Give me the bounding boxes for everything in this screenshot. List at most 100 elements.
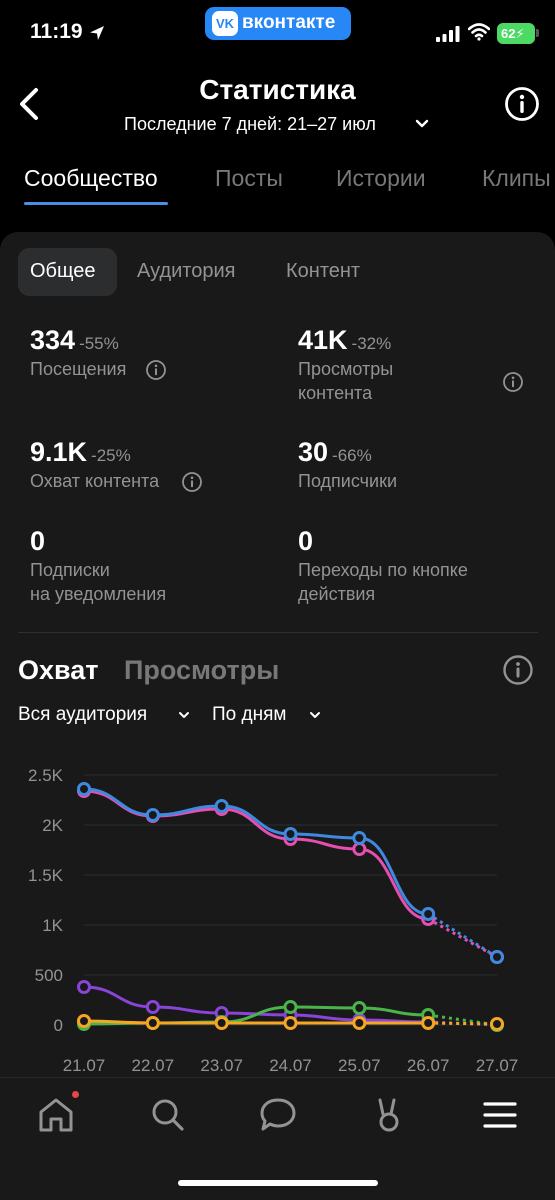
vk-banner-label: вконтакте	[242, 12, 336, 33]
series-line	[83, 787, 429, 916]
battery-level: 62	[501, 26, 516, 41]
tab-clips[interactable]: Клипы	[482, 165, 551, 191]
data-point	[421, 907, 436, 921]
data-point	[214, 1016, 229, 1030]
info-icon[interactable]	[181, 471, 203, 493]
chevron-down-icon[interactable]	[309, 710, 321, 720]
metric-label: Подписчики	[298, 471, 398, 491]
x-tick-label: 27.07	[476, 1056, 519, 1075]
vk-logo-icon: VK	[212, 11, 238, 36]
data-point	[283, 1000, 298, 1014]
tab-community[interactable]: Сообщество	[24, 165, 158, 191]
chevron-down-icon[interactable]	[415, 118, 429, 130]
info-icon[interactable]	[502, 371, 524, 393]
info-icon[interactable]	[145, 359, 167, 381]
divider	[18, 632, 538, 633]
chart-tab-reach[interactable]: Охват	[18, 655, 99, 685]
metric-subscribers: 30 -66%	[298, 437, 372, 468]
data-point	[352, 1001, 367, 1015]
vk-app-banner[interactable]: VK вконтакте	[205, 7, 351, 40]
chevron-down-icon[interactable]	[178, 710, 190, 720]
y-tick-label: 500	[35, 966, 63, 985]
y-tick-label: 0	[54, 1016, 63, 1035]
series-line-forecast	[427, 917, 498, 959]
subtab-audience[interactable]: Аудитория	[137, 260, 236, 282]
data-point	[352, 1016, 367, 1030]
metric-visits: 334 -55%	[30, 325, 119, 356]
top-tabs: Сообщество Посты Истории Клипы	[0, 165, 555, 205]
metric-content-views: 41K -32%	[298, 325, 391, 356]
x-tick-label: 24.07	[269, 1056, 312, 1075]
x-tick-label: 23.07	[200, 1056, 243, 1075]
subtab-content[interactable]: Контент	[286, 260, 361, 282]
metric-label: контента	[298, 383, 373, 403]
metric-delta: -55%	[79, 334, 119, 353]
metric-content-reach: 9.1K -25%	[30, 437, 131, 468]
reach-line-chart: 0 500 1K 1.5K 2K 2.5K 21.07 22.07 23.07 24.07 25.0…	[28, 766, 519, 1075]
x-tick-label: 26.07	[407, 1056, 450, 1075]
cellular-signal-icon	[436, 26, 460, 42]
info-icon[interactable]	[502, 654, 534, 686]
data-point	[490, 1017, 504, 1031]
data-point	[283, 827, 298, 841]
metric-label: Посещения	[30, 359, 127, 379]
messages-icon[interactable]	[258, 1095, 298, 1135]
home-icon[interactable]	[36, 1095, 76, 1135]
metric-label: Охват контента	[30, 471, 160, 491]
metric-value: 0	[298, 526, 314, 556]
metric-label: действия	[298, 584, 376, 604]
battery-icon: 62⚡	[497, 23, 535, 44]
metric-label: Переходы по кнопке	[298, 560, 468, 580]
stats-card	[0, 232, 555, 1092]
metric-label: Подписки	[30, 560, 110, 580]
active-tab-indicator	[24, 202, 168, 205]
data-point	[490, 950, 504, 964]
subtab-active-background	[18, 248, 117, 296]
menu-icon[interactable]	[480, 1095, 520, 1135]
clips-icon[interactable]	[369, 1095, 409, 1135]
back-arrow-icon[interactable]	[14, 84, 46, 124]
data-point	[352, 831, 367, 845]
metric-label: Просмотры	[298, 359, 394, 379]
wifi-icon	[468, 23, 490, 41]
metric-delta: -32%	[351, 334, 392, 353]
home-indicator	[178, 1180, 378, 1186]
y-tick-label: 2.5K	[28, 766, 64, 785]
period-granularity-filter[interactable]: По дням	[212, 704, 287, 725]
series-line	[83, 1019, 429, 1025]
tab-posts[interactable]: Посты	[215, 165, 283, 191]
metric-delta: -25%	[91, 446, 131, 465]
bottom-nav	[0, 1077, 555, 1200]
metric-notification-subscriptions: 0	[30, 526, 45, 557]
data-point	[283, 1016, 298, 1030]
x-tick-label: 21.07	[63, 1056, 106, 1075]
data-point	[77, 782, 91, 796]
x-tick-label: 22.07	[132, 1056, 175, 1075]
metric-delta: -66%	[332, 446, 372, 465]
info-icon[interactable]	[504, 86, 540, 122]
page-title: Статистика	[199, 74, 356, 105]
search-icon[interactable]	[148, 1095, 188, 1135]
data-point	[77, 980, 91, 994]
metric-label: на уведомления	[30, 584, 167, 604]
notification-dot	[72, 1091, 79, 1098]
series-line-forecast	[427, 912, 498, 959]
data-point	[352, 842, 367, 856]
audience-filter[interactable]: Вся аудитория	[18, 704, 148, 725]
data-point	[145, 1000, 160, 1014]
tab-stories[interactable]: Истории	[336, 165, 426, 191]
data-point	[214, 799, 229, 813]
data-point	[421, 1016, 436, 1030]
status-time: 11:19	[30, 20, 83, 43]
y-tick-label: 1.5K	[28, 866, 64, 885]
chart-tab-views[interactable]: Просмотры	[124, 655, 280, 685]
metric-value: 9.1K	[30, 437, 88, 467]
subtab-general[interactable]: Общее	[30, 260, 96, 282]
y-tick-label: 2K	[42, 816, 63, 835]
status-bar: 11:19 VK вконтакте 62⚡	[0, 0, 555, 66]
series-line	[83, 985, 429, 1024]
period-selector[interactable]: Последние 7 дней: 21–27 июл	[124, 114, 376, 134]
x-tick-label: 25.07	[338, 1056, 381, 1075]
battery-cap	[536, 29, 539, 37]
metric-value: 0	[30, 526, 46, 556]
